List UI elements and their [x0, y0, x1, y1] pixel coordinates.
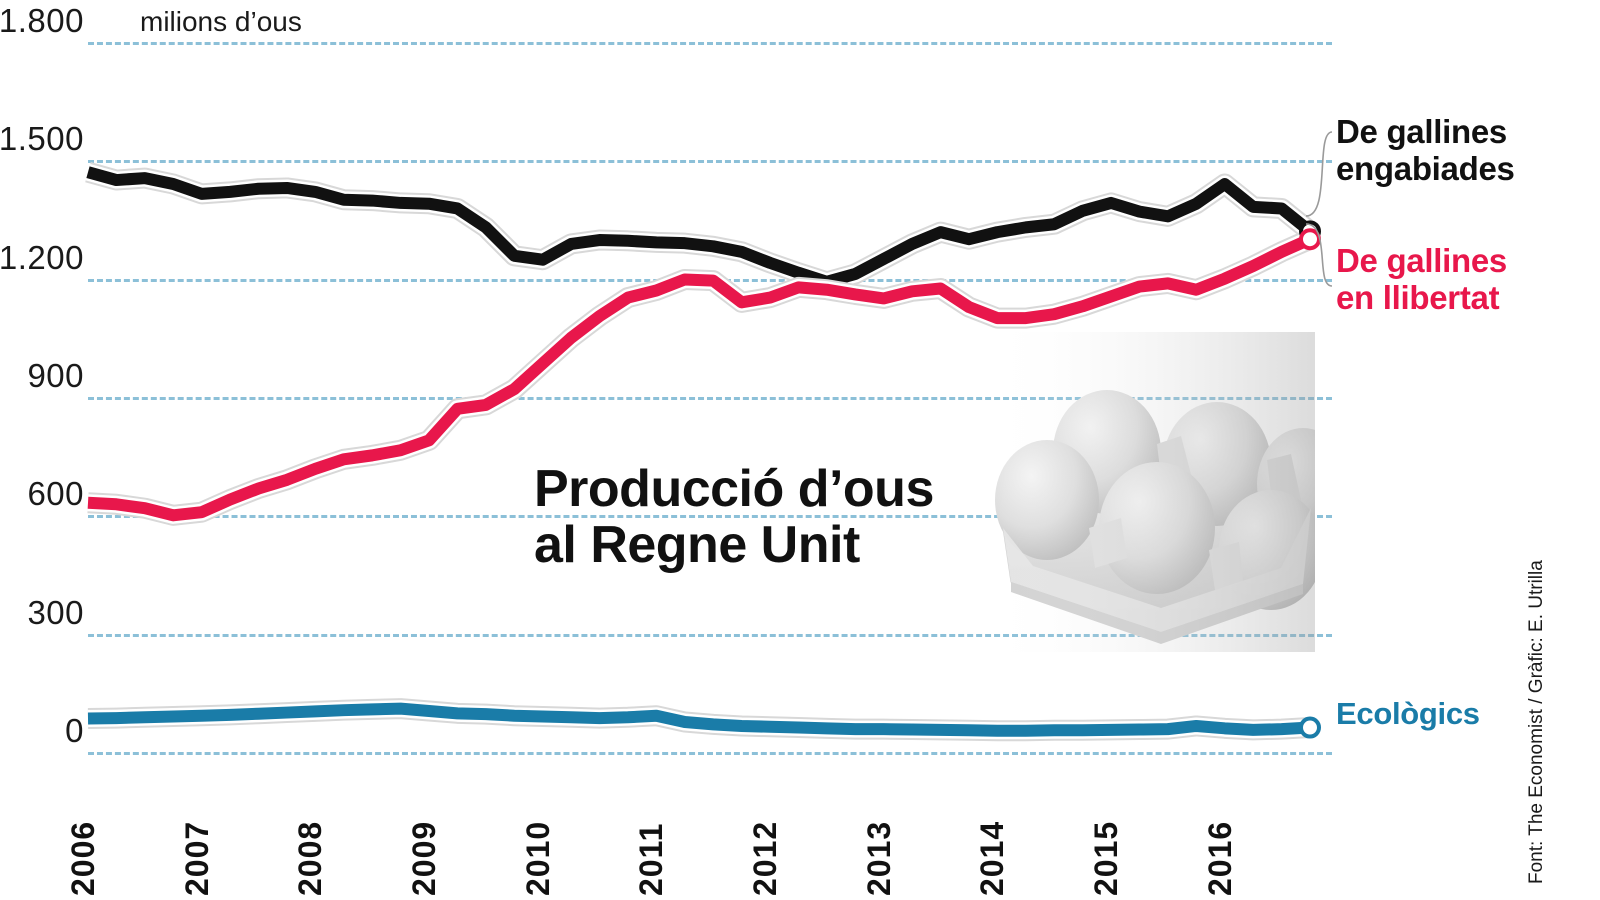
y-tick-label-900: 900 [27, 357, 84, 394]
source-credit: Font: The Economist / Gràfic: E. Utrilla [1526, 560, 1547, 884]
y-tick-label-600: 600 [27, 475, 84, 513]
series-endpoint-marker-0 [1299, 220, 1321, 243]
series-line-0 [86, 166, 1314, 288]
series-halo-2 [87, 698, 1311, 742]
x-tick-label-2015: 2015 [1088, 820, 1125, 896]
gridline-300 [88, 633, 1332, 637]
legend-free-line2: en llibertat [1336, 278, 1500, 316]
legend-caged: De gallines engabiades [1336, 113, 1515, 188]
y-tick-label-1200: 1.200 [0, 238, 84, 276]
leader-caged [1305, 131, 1333, 217]
y-tick-label-1500: 1.500 [0, 120, 84, 158]
y-tick-label-1800: 1.800 [0, 2, 84, 39]
x-tick-label-2006: 2006 [65, 820, 101, 896]
x-tick-label-2008: 2008 [292, 820, 329, 896]
gridline-0 [88, 752, 1332, 755]
page-title: Producció d’ous al Regne Unit [534, 460, 934, 574]
legend-caged-line1: De gallines [1336, 113, 1507, 150]
y-axis-unit-label: milions d’ous [140, 6, 302, 37]
x-tick-label-2016: 2016 [1201, 820, 1238, 896]
legend-free-range: De gallines en llibertat [1336, 242, 1507, 317]
x-tick-label-2009: 2009 [406, 820, 443, 896]
egg-carton-photo [985, 332, 1315, 652]
gridline-1200 [88, 278, 1332, 282]
x-tick-label-2011: 2011 [633, 822, 670, 896]
leader-free-range [1305, 223, 1333, 287]
x-tick-label-2010: 2010 [519, 820, 556, 896]
series-line-2 [87, 702, 1311, 737]
legend-organic: Ecològics [1336, 696, 1480, 732]
legend-free-line1: De gallines [1336, 242, 1507, 279]
y-tick-label-300: 300 [27, 593, 84, 631]
x-tick-label-2014: 2014 [974, 820, 1011, 896]
legend-caged-line2: engabiades [1336, 149, 1515, 187]
x-tick-label-2012: 2012 [747, 820, 784, 896]
series-inner-halo-0 [85, 163, 1316, 291]
series-halo-0 [85, 162, 1317, 293]
series-inner-halo-2 [87, 700, 1311, 740]
gridline-1500 [88, 160, 1332, 164]
gridline-1800 [88, 42, 1332, 45]
title-line-1: Producció d’ous [534, 460, 934, 518]
series-endpoint-marker-1 [1299, 228, 1321, 251]
legend-organic-line1: Ecològics [1336, 696, 1480, 731]
x-tick-label-2013: 2013 [860, 820, 897, 896]
title-line-2: al Regne Unit [534, 515, 860, 574]
x-tick-label-2007: 2007 [178, 820, 215, 896]
series-endpoint-marker-2 [1299, 716, 1321, 739]
y-tick-label-0: 0 [65, 712, 84, 749]
